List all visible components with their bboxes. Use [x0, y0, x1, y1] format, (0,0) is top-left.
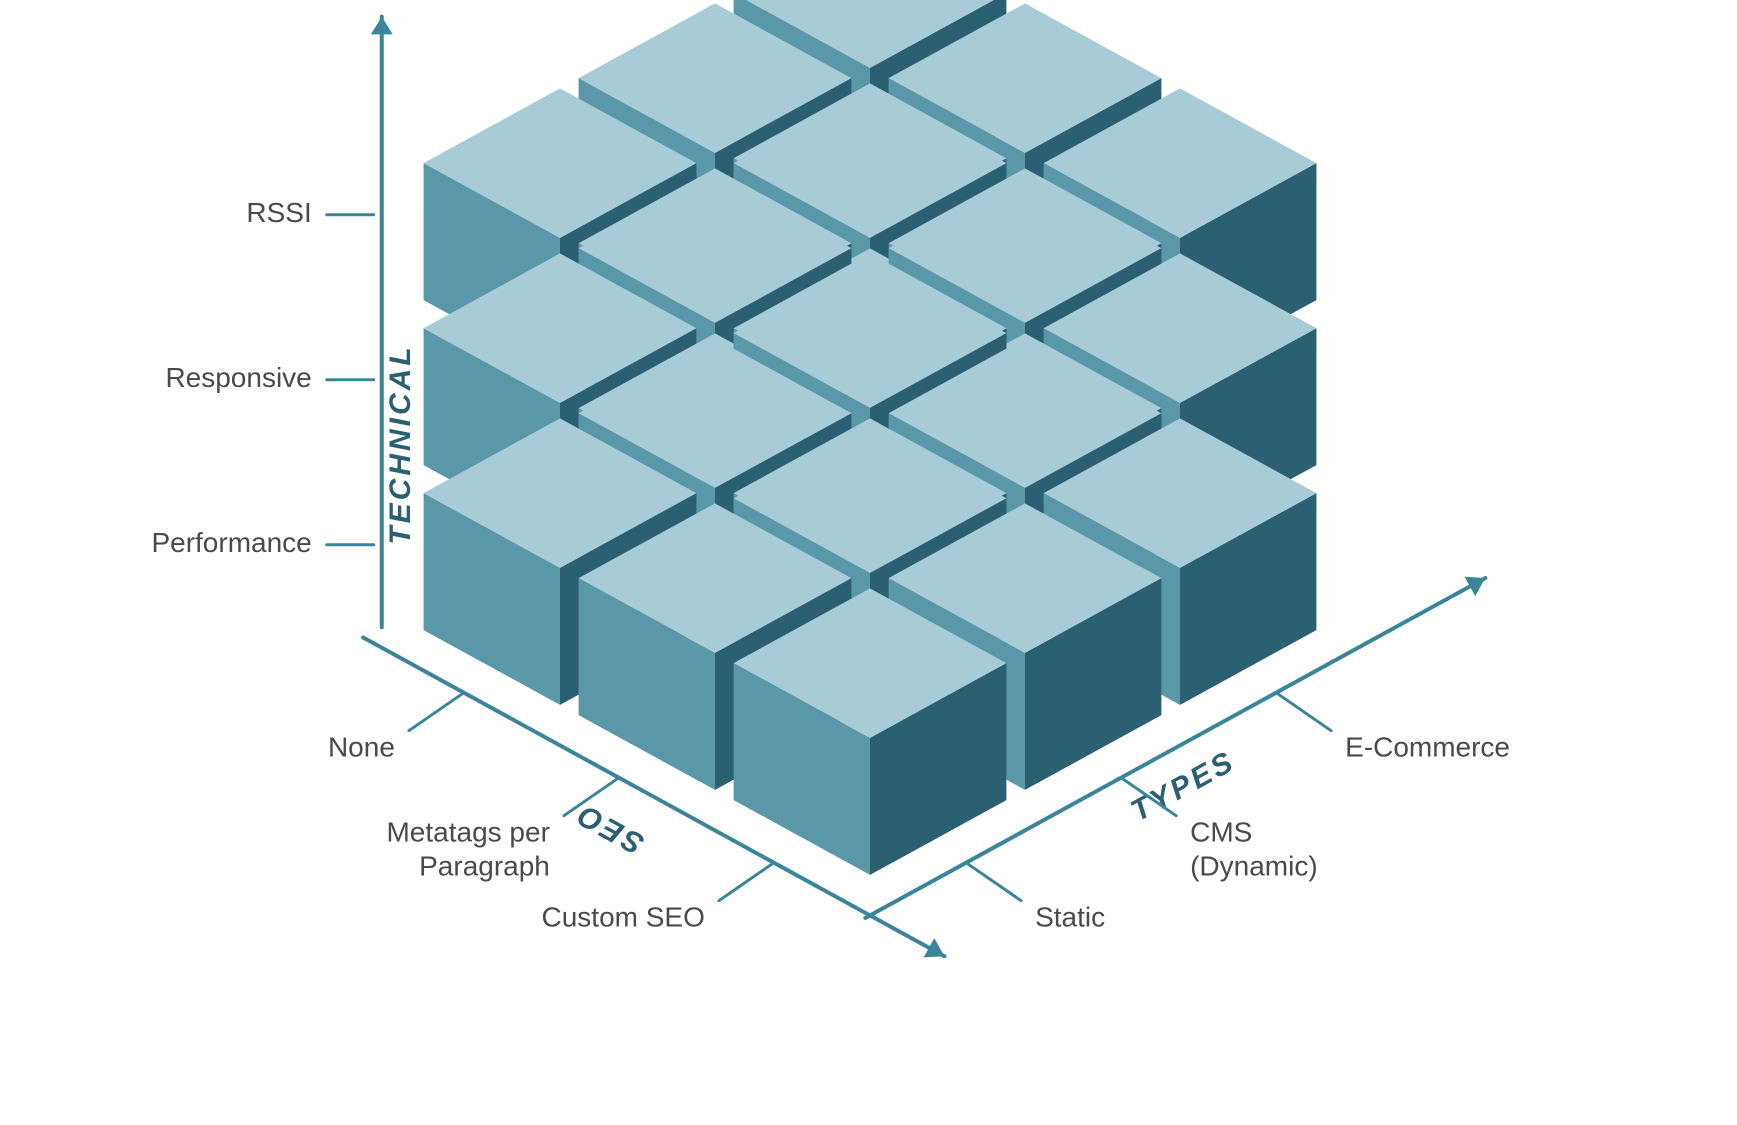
axis-title-seo: SEO — [570, 797, 649, 861]
tick-types-2: E-Commerce — [1345, 732, 1510, 763]
axis-title-technical: TECHNICAL — [384, 344, 417, 544]
axis-title-types: TYPES — [1126, 745, 1241, 828]
tick-seo-1: Metatags perParagraph — [386, 817, 549, 882]
tick-seo-2: Custom SEO — [542, 902, 705, 933]
tick-types-0: Static — [1035, 902, 1105, 933]
tick-technical-1: Responsive — [165, 362, 311, 393]
tick-technical-0: Performance — [151, 527, 311, 558]
isometric-cube-diagram: TECHNICAL SEO TYPES Performance Responsive RS… — [0, 0, 1737, 1125]
tick-types-1: CMS(Dynamic) — [1190, 817, 1318, 882]
tick-seo-0: None — [328, 732, 395, 763]
tick-technical-2: RSSI — [246, 197, 311, 228]
